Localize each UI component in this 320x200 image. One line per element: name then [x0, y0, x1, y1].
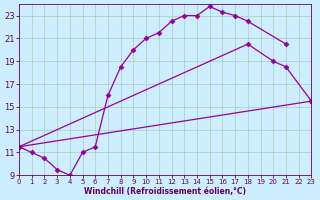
X-axis label: Windchill (Refroidissement éolien,°C): Windchill (Refroidissement éolien,°C) [84, 187, 246, 196]
